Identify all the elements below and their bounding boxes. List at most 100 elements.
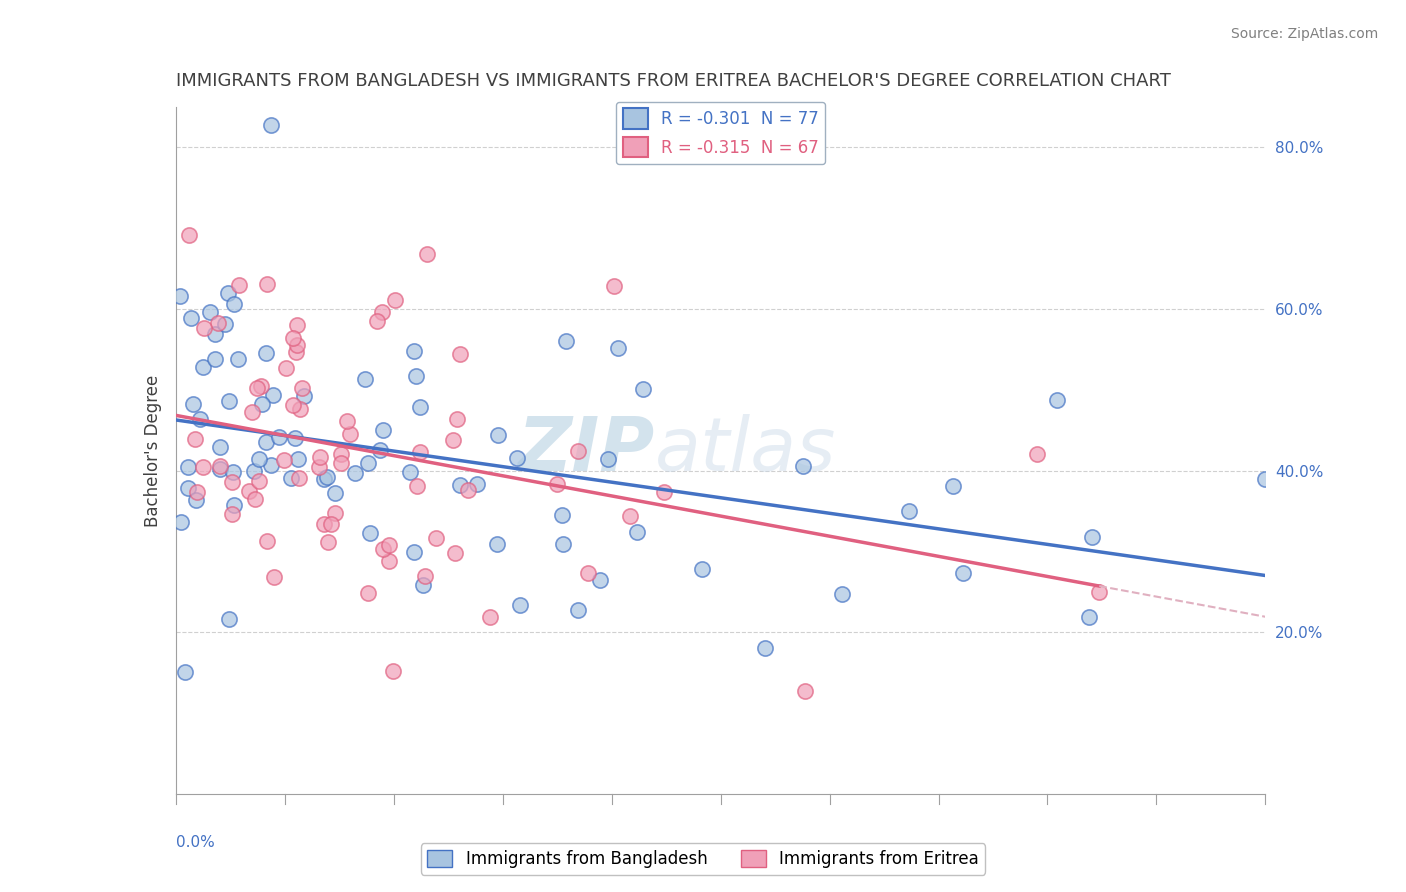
Point: [359, 526, 381, 541]
Point: [409, 401, 432, 415]
Point: [465, 477, 488, 491]
Point: [308, 459, 330, 474]
Point: [290, 381, 312, 395]
Point: [550, 508, 572, 523]
Point: [336, 414, 359, 428]
Point: [406, 478, 429, 492]
Point: [312, 517, 335, 532]
Point: [262, 388, 284, 402]
Point: [288, 401, 311, 416]
Point: [1046, 392, 1069, 407]
Point: [567, 443, 589, 458]
Point: [370, 304, 392, 318]
Text: atlas: atlas: [655, 415, 837, 486]
Point: [793, 683, 815, 698]
Point: [555, 334, 578, 348]
Point: [208, 459, 231, 474]
Point: [188, 412, 211, 426]
Point: [283, 398, 305, 412]
Point: [382, 664, 405, 678]
Point: [294, 389, 316, 403]
Point: [180, 311, 202, 326]
Point: [321, 516, 343, 531]
Point: [942, 478, 965, 492]
Point: [312, 473, 335, 487]
Point: [619, 509, 641, 524]
Point: [221, 475, 243, 490]
Point: [250, 397, 273, 411]
Point: [631, 382, 654, 396]
Point: [170, 516, 193, 530]
Point: [281, 331, 304, 345]
Text: IMMIGRANTS FROM BANGLADESH VS IMMIGRANTS FROM ERITREA BACHELOR'S DEGREE CORRELAT: IMMIGRANTS FROM BANGLADESH VS IMMIGRANTS…: [176, 72, 1171, 90]
Point: [249, 379, 271, 393]
Point: [179, 227, 201, 242]
Point: [247, 452, 270, 467]
Point: [287, 451, 309, 466]
Point: [690, 562, 713, 576]
Point: [371, 542, 394, 557]
Point: [416, 247, 439, 261]
Point: [1254, 472, 1277, 486]
Point: [413, 569, 436, 583]
Point: [898, 504, 921, 518]
Point: [193, 321, 215, 335]
Point: [551, 537, 574, 551]
Point: [357, 586, 380, 600]
Point: [209, 461, 232, 475]
Point: [357, 456, 380, 470]
Point: [792, 458, 814, 473]
Point: [183, 397, 205, 411]
Point: [486, 428, 509, 442]
Legend: R = -0.301  N = 77, R = -0.315  N = 67: R = -0.301 N = 77, R = -0.315 N = 67: [616, 102, 825, 164]
Point: [1025, 447, 1047, 461]
Point: [444, 546, 467, 560]
Point: [218, 393, 240, 408]
Point: [183, 433, 205, 447]
Y-axis label: Bachelor's Degree: Bachelor's Degree: [143, 375, 162, 526]
Point: [191, 460, 214, 475]
Point: [323, 486, 346, 500]
Point: [222, 297, 245, 311]
Point: [567, 603, 589, 617]
Point: [256, 533, 278, 548]
Point: [485, 537, 508, 551]
Point: [247, 474, 270, 488]
Point: [457, 483, 479, 497]
Point: [596, 451, 619, 466]
Point: [222, 499, 245, 513]
Point: [276, 360, 298, 375]
Point: [287, 471, 309, 485]
Point: [238, 483, 260, 498]
Point: [446, 411, 468, 425]
Point: [378, 554, 401, 568]
Point: [246, 381, 269, 395]
Point: [285, 338, 308, 352]
Point: [284, 345, 307, 359]
Point: [1088, 585, 1111, 599]
Point: [254, 434, 277, 449]
Point: [652, 485, 675, 500]
Point: [273, 452, 295, 467]
Point: [606, 341, 628, 355]
Point: [603, 278, 626, 293]
Point: [263, 570, 285, 584]
Point: [412, 578, 434, 592]
Text: 0.0%: 0.0%: [176, 835, 215, 850]
Point: [402, 545, 425, 559]
Point: [343, 466, 366, 480]
Point: [267, 430, 290, 444]
Point: [260, 458, 283, 473]
Point: [479, 610, 502, 624]
Point: [325, 506, 347, 520]
Point: [449, 347, 471, 361]
Point: [1081, 531, 1104, 545]
Point: [330, 456, 353, 470]
Point: [209, 440, 232, 454]
Point: [506, 450, 529, 465]
Point: [285, 318, 308, 333]
Point: [240, 405, 263, 419]
Point: [214, 317, 236, 331]
Point: [588, 574, 610, 588]
Point: [405, 369, 427, 384]
